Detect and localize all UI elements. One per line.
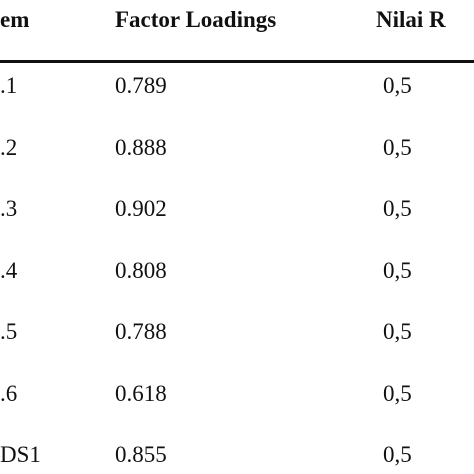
- table-cell: 0,5: [383, 380, 412, 406]
- table-cell: 0.888: [115, 134, 167, 160]
- header-cell: Nilai R: [376, 7, 446, 32]
- header-cell: Factor Loadings: [115, 7, 277, 32]
- table-cell: DS1: [0, 442, 41, 467]
- table-cell: .4: [0, 257, 18, 283]
- table-cell: 0.902: [115, 196, 167, 221]
- table-cell: 0,5: [383, 73, 412, 98]
- table-cell: .2: [0, 134, 18, 160]
- table-cell: 0.618: [115, 380, 167, 406]
- table-cell: 0,5: [383, 196, 412, 221]
- table-cell: 0.789: [115, 73, 167, 98]
- table-cell: 0.808: [115, 257, 167, 283]
- header-rule: [0, 60, 474, 63]
- table-cell: .6: [0, 380, 18, 406]
- table-cell: 0,5: [383, 257, 412, 283]
- table-cell: .1: [0, 73, 18, 98]
- table-cell: .3: [0, 196, 18, 221]
- table-cell: 0,5: [383, 442, 412, 467]
- table-cell: 0,5: [383, 319, 412, 344]
- header-cell: em: [0, 7, 30, 32]
- table-cell: 0.788: [115, 319, 167, 344]
- table-cell: 0,5: [383, 134, 412, 160]
- table-cell: 0.855: [115, 442, 167, 467]
- table-cell: .5: [0, 319, 18, 344]
